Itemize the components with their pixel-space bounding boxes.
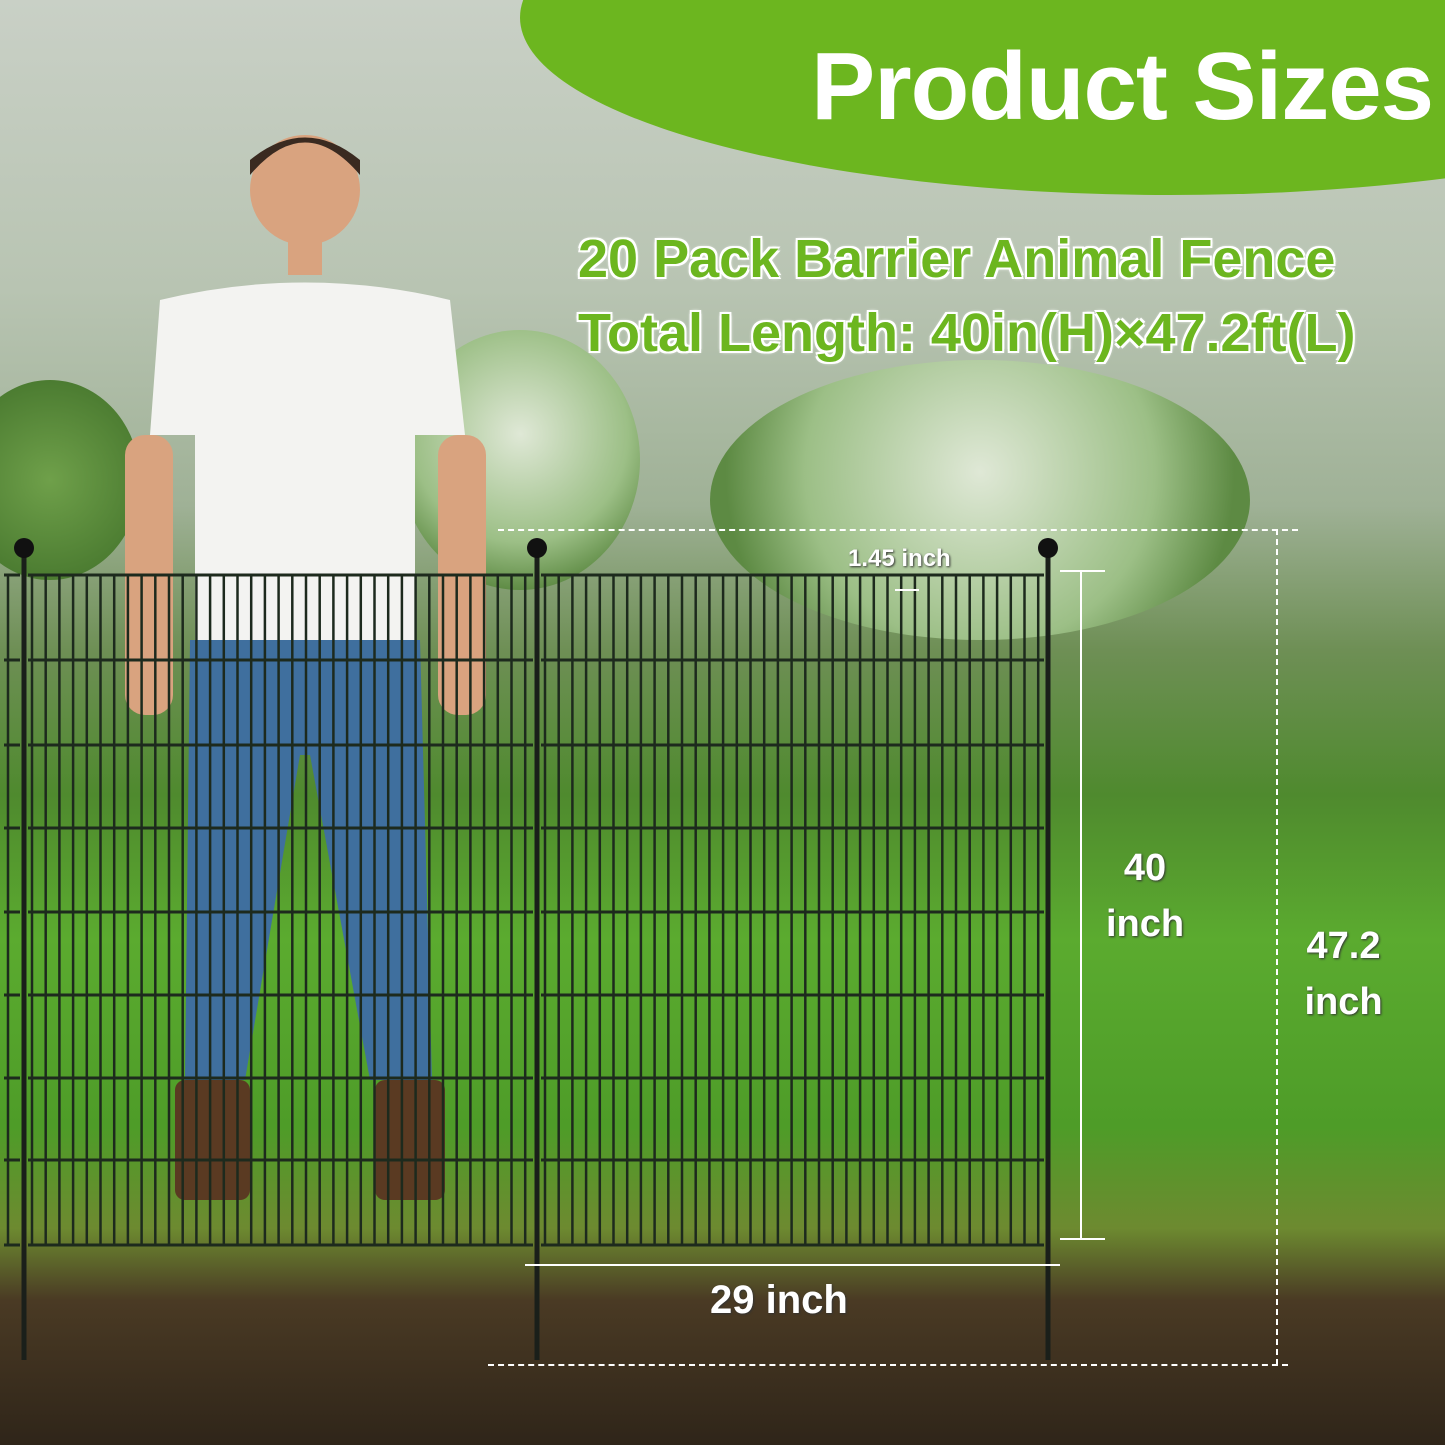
total-top-dashed-line bbox=[498, 529, 1298, 531]
panel-height-line bbox=[1080, 570, 1082, 1240]
headline-product: 20 Pack Barrier Animal Fence bbox=[578, 229, 1336, 289]
panel-width-line bbox=[525, 1264, 1060, 1266]
total-height-label: 47.2 inch bbox=[1296, 918, 1391, 1030]
panel-width-label: 29 inch bbox=[710, 1278, 848, 1322]
panel-height-tick bbox=[1060, 1238, 1105, 1240]
fence-post-cap bbox=[1038, 538, 1058, 558]
total-height-value: 47.2 bbox=[1306, 925, 1381, 967]
total-bottom-dashed-line bbox=[488, 1364, 1288, 1366]
total-height-dashed-line bbox=[1276, 529, 1278, 1365]
panel-height-label: 40 inch bbox=[1100, 840, 1190, 952]
model-person bbox=[125, 135, 486, 1200]
fence-post-cap bbox=[527, 538, 547, 558]
banner-title: Product Sizes bbox=[811, 33, 1434, 140]
spacing-label: 1.45 inch bbox=[848, 545, 951, 572]
panel-height-unit: inch bbox=[1105, 903, 1185, 945]
panel-height-value: 40 bbox=[1123, 847, 1167, 889]
spacing-line bbox=[895, 589, 919, 591]
total-height-unit: inch bbox=[1304, 981, 1383, 1023]
background-bush bbox=[710, 360, 1250, 640]
headline-length: Total Length: 40in(H)×47.2ft(L) bbox=[578, 303, 1356, 363]
fence-post-cap bbox=[14, 538, 34, 558]
panel-height-tick bbox=[1060, 570, 1105, 572]
